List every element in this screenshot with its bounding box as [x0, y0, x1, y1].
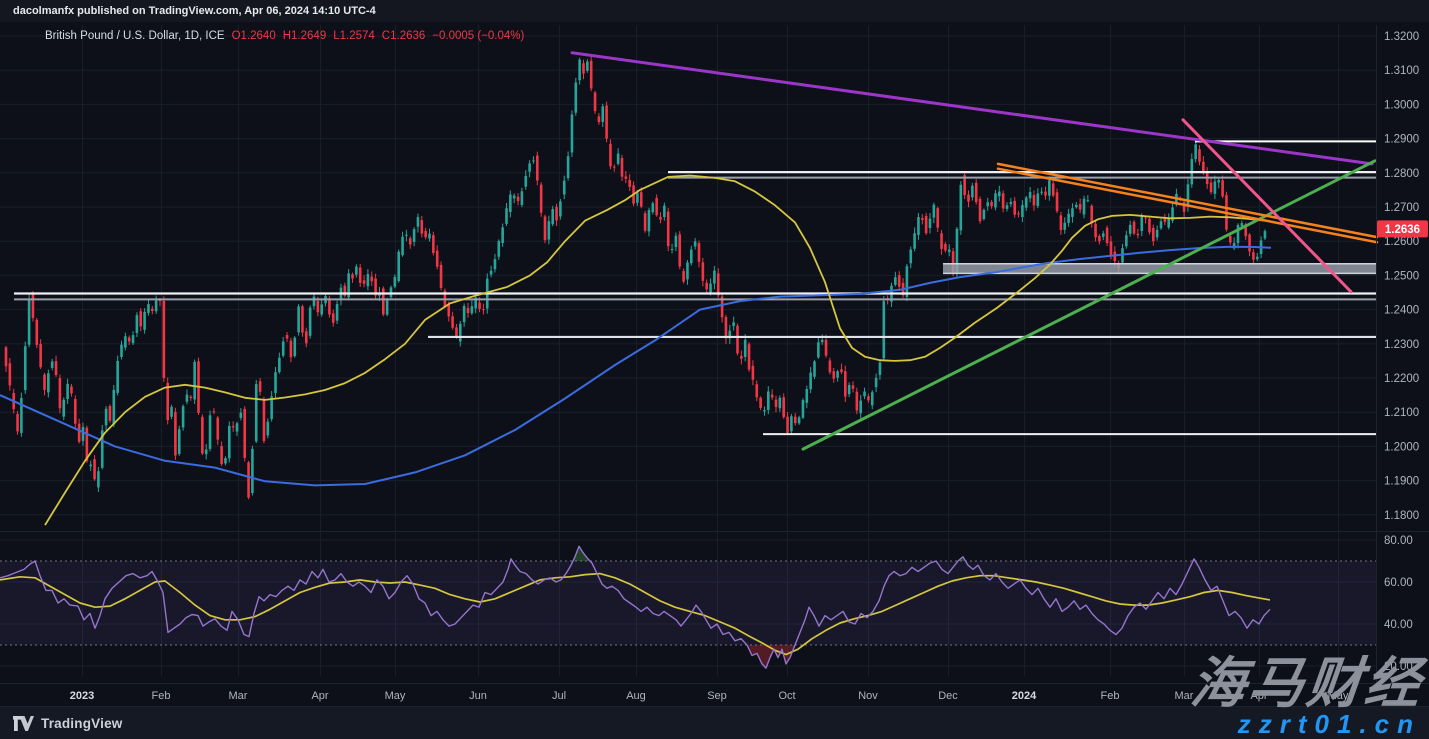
svg-text:2023: 2023 [70, 690, 94, 702]
rsi-pane [0, 545, 1376, 669]
svg-text:May: May [385, 690, 406, 702]
svg-text:2024: 2024 [1012, 690, 1037, 702]
svg-text:1.2600: 1.2600 [1384, 236, 1419, 248]
ohlc-change: −0.0005 (−0.04%) [432, 30, 525, 42]
ohlc-high: H1.2649 [282, 30, 327, 42]
steep-decline-pink [1181, 118, 1353, 294]
svg-text:Mar: Mar [1175, 690, 1194, 702]
ma-slow [0, 245, 1272, 487]
svg-text:1.2400: 1.2400 [1384, 305, 1419, 317]
rsi-line [0, 545, 1271, 669]
orange-channel-lower [996, 167, 1379, 244]
svg-text:1.3100: 1.3100 [1384, 65, 1419, 77]
ohlc-open: O1.2640 [231, 30, 276, 42]
tradingview-brand-label[interactable]: TradingView [41, 715, 123, 731]
svg-text:Feb: Feb [1101, 690, 1120, 702]
svg-text:1.2700: 1.2700 [1384, 202, 1419, 214]
svg-text:Aug: Aug [626, 690, 646, 702]
svg-text:80.00: 80.00 [1384, 535, 1413, 547]
ohlc-close: C1.2636 [381, 30, 426, 42]
publish-info-text: dacolmanfx published on TradingView.com,… [13, 5, 376, 17]
candle-series [4, 55, 1267, 500]
time-axis[interactable]: 2023 Feb Mar Apr May Jun Jul Aug Sep Oct Nov Dec 202… [70, 690, 1349, 702]
svg-text:1.1900: 1.1900 [1384, 476, 1419, 488]
last-price-tag: 1.2636 [1377, 220, 1428, 238]
svg-text:May: May [1328, 690, 1349, 702]
svg-text:1.2500: 1.2500 [1384, 270, 1419, 282]
svg-text:1.2800: 1.2800 [1384, 168, 1419, 180]
svg-text:Apr: Apr [1250, 690, 1267, 702]
tradingview-logo-icon[interactable] [13, 715, 34, 731]
ma-fast [44, 174, 1272, 526]
svg-text:Jul: Jul [552, 690, 566, 702]
price-axis[interactable]: 1.3200 1.3100 1.3000 1.2900 1.2800 1.2700 1.26… [1384, 31, 1419, 673]
ascending-support-green [801, 159, 1377, 451]
svg-text:1.2900: 1.2900 [1384, 134, 1419, 146]
publish-bar: dacolmanfx published on TradingView.com,… [0, 0, 1429, 22]
trendlines [570, 51, 1379, 451]
ohlc-low: L1.2574 [333, 30, 375, 42]
svg-text:1.2000: 1.2000 [1384, 441, 1419, 453]
svg-text:1.3000: 1.3000 [1384, 99, 1419, 111]
watermark-chinese: 海马财经 [1187, 652, 1427, 714]
rsi-ma-line [0, 572, 1271, 656]
orange-channel-upper [996, 162, 1379, 239]
svg-text:Oct: Oct [778, 690, 795, 702]
svg-text:1.1800: 1.1800 [1384, 510, 1419, 522]
svg-text:Nov: Nov [858, 690, 878, 702]
pane-separators [0, 25, 1429, 684]
footer-bar: TradingView [0, 706, 1429, 739]
svg-text:1.2100: 1.2100 [1384, 407, 1419, 419]
svg-text:1.3200: 1.3200 [1384, 31, 1419, 43]
svg-text:Mar: Mar [229, 690, 248, 702]
svg-text:1.2636: 1.2636 [1385, 224, 1420, 236]
svg-text:60.00: 60.00 [1384, 577, 1413, 589]
descending-resistance-purple [570, 51, 1374, 166]
svg-text:1.2300: 1.2300 [1384, 339, 1419, 351]
symbol-title[interactable]: British Pound / U.S. Dollar, 1D, ICE [45, 30, 225, 42]
svg-text:Apr: Apr [311, 690, 328, 702]
svg-text:40.00: 40.00 [1384, 619, 1413, 631]
chart-legend[interactable]: British Pound / U.S. Dollar, 1D, ICE O1.2… [45, 30, 531, 42]
watermark-url: zzrt01.cn [1237, 709, 1421, 739]
svg-text:Dec: Dec [938, 690, 958, 702]
svg-text:Sep: Sep [707, 690, 727, 702]
svg-text:1.2200: 1.2200 [1384, 373, 1419, 385]
ma-fast-line [44, 174, 1272, 526]
svg-text:Feb: Feb [152, 690, 171, 702]
svg-text:20.00: 20.00 [1384, 661, 1413, 673]
ma-slow-line [0, 245, 1272, 487]
svg-text:Jun: Jun [469, 690, 487, 702]
